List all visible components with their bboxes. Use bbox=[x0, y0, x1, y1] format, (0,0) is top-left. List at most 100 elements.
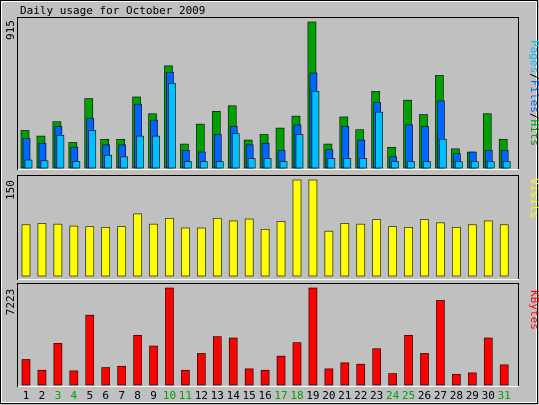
bar-pages-day-1 bbox=[24, 159, 33, 169]
bar-kbytes-day-28 bbox=[452, 373, 461, 386]
x-label-day-2: 2 bbox=[39, 389, 46, 402]
bar-visits-day-9 bbox=[149, 223, 158, 277]
bar-visits-day-15 bbox=[244, 218, 254, 277]
x-label-day-14: 14 bbox=[227, 389, 241, 402]
bar-visits-day-10 bbox=[165, 218, 174, 277]
bar-pages-day-8 bbox=[136, 135, 144, 169]
bar-kbytes-day-7 bbox=[117, 365, 126, 386]
bar-pages-day-10 bbox=[168, 83, 176, 169]
legend-top-part-2: Files bbox=[528, 80, 539, 113]
bar-pages-day-17 bbox=[279, 161, 288, 169]
bar-visits-day-22 bbox=[356, 223, 366, 277]
bar-kbytes-day-25 bbox=[404, 335, 413, 386]
bar-visits-day-17 bbox=[276, 221, 286, 277]
bar-kbytes-day-27 bbox=[436, 300, 445, 386]
bar-visits-day-6 bbox=[101, 227, 110, 277]
bar-visits-day-11 bbox=[181, 227, 190, 277]
x-label-day-18: 18 bbox=[290, 389, 303, 402]
panel-bottom-legend: KBytes bbox=[528, 290, 539, 330]
bar-visits-day-28 bbox=[452, 227, 461, 277]
bar-kbytes-day-13 bbox=[212, 336, 222, 386]
bar-visits-day-23 bbox=[372, 219, 381, 277]
x-label-day-31: 31 bbox=[498, 389, 511, 402]
x-label-day-16: 16 bbox=[258, 389, 271, 402]
bar-pages-day-20 bbox=[327, 158, 336, 169]
bar-kbytes-day-4 bbox=[69, 370, 79, 386]
bar-kbytes-day-23 bbox=[372, 348, 381, 386]
bar-kbytes-day-20 bbox=[324, 368, 334, 386]
bar-visits-day-12 bbox=[197, 227, 206, 277]
bar-pages-day-15 bbox=[247, 158, 256, 169]
bar-kbytes-day-12 bbox=[197, 353, 206, 386]
bar-pages-day-31 bbox=[502, 161, 511, 169]
x-label-day-9: 9 bbox=[150, 389, 157, 402]
bar-kbytes-day-9 bbox=[149, 345, 158, 386]
x-label-day-10: 10 bbox=[163, 389, 176, 402]
bar-pages-day-24 bbox=[391, 161, 399, 169]
x-label-day-7: 7 bbox=[118, 389, 125, 402]
bar-pages-day-18 bbox=[295, 134, 304, 169]
panel-middle-legend: Visits bbox=[528, 178, 539, 218]
bar-visits-day-5 bbox=[85, 226, 95, 277]
bar-visits-day-8 bbox=[133, 213, 142, 277]
chart-title: Daily usage for October 2009 bbox=[20, 4, 205, 17]
bar-visits-day-13 bbox=[212, 218, 222, 277]
bar-pages-day-23 bbox=[375, 111, 383, 169]
x-label-day-15: 15 bbox=[243, 389, 256, 402]
x-label-day-1: 1 bbox=[23, 389, 30, 402]
bar-pages-day-30 bbox=[486, 161, 495, 169]
bar-visits-day-4 bbox=[69, 225, 79, 277]
x-label-day-19: 19 bbox=[306, 389, 319, 402]
x-label-day-17: 17 bbox=[274, 389, 287, 402]
bar-kbytes-day-8 bbox=[133, 335, 142, 386]
x-label-day-6: 6 bbox=[102, 389, 109, 402]
bar-visits-day-2 bbox=[37, 223, 47, 277]
panel-top-ymax-label: 915 bbox=[4, 20, 17, 40]
bar-pages-day-4 bbox=[72, 161, 81, 169]
bar-visits-day-20 bbox=[324, 230, 334, 277]
bar-visits-day-16 bbox=[260, 228, 270, 277]
bar-visits-day-1 bbox=[21, 224, 31, 277]
bar-pages-day-25 bbox=[407, 161, 415, 169]
x-axis-day-labels: 1 2 3 4 5 6 7 8 9 10 11 12 13 14 15 16 17 18 19 20 21 22 23 24 2… bbox=[23, 389, 511, 402]
bar-kbytes-day-24 bbox=[388, 373, 397, 386]
bar-kbytes-day-29 bbox=[468, 372, 477, 386]
bar-visits-day-30 bbox=[483, 220, 493, 277]
x-label-day-5: 5 bbox=[86, 389, 93, 402]
x-label-day-13: 13 bbox=[211, 389, 224, 402]
panel-top-legend: Pages/Files/Hits bbox=[528, 40, 539, 146]
panel-middle-ymax-label: 150 bbox=[4, 180, 17, 200]
bar-visits-day-24 bbox=[388, 226, 397, 277]
x-label-day-8: 8 bbox=[134, 389, 141, 402]
bar-kbytes-day-6 bbox=[101, 367, 110, 386]
bar-kbytes-day-1 bbox=[21, 359, 31, 386]
bar-kbytes-day-15 bbox=[244, 368, 254, 386]
x-label-day-11: 11 bbox=[179, 389, 192, 402]
x-label-day-3: 3 bbox=[55, 389, 62, 402]
bar-visits-day-25 bbox=[404, 227, 413, 277]
bar-visits-day-29 bbox=[468, 224, 477, 277]
bar-pages-day-3 bbox=[56, 134, 65, 169]
bar-kbytes-day-19 bbox=[308, 287, 318, 386]
x-label-day-26: 26 bbox=[418, 389, 431, 402]
bar-kbytes-day-16 bbox=[260, 369, 270, 386]
bar-pages-day-26 bbox=[423, 161, 431, 169]
panel-kbytes: 7223 KBytes bbox=[4, 283, 539, 387]
bar-pages-day-12 bbox=[200, 161, 208, 169]
bar-pages-day-9 bbox=[152, 135, 160, 169]
panel-bottom-frame bbox=[17, 283, 519, 387]
bar-kbytes-day-14 bbox=[228, 337, 238, 386]
bar-kbytes-day-30 bbox=[483, 337, 493, 386]
legend-top-part-4: Hits bbox=[528, 120, 539, 147]
x-label-day-21: 21 bbox=[338, 389, 351, 402]
legend-top-part-3: / bbox=[528, 113, 539, 120]
legend-middle-part-0: Visits bbox=[528, 178, 539, 218]
x-label-day-20: 20 bbox=[322, 389, 335, 402]
bar-visits-day-21 bbox=[340, 223, 350, 277]
x-label-day-23: 23 bbox=[370, 389, 383, 402]
bar-pages-day-13 bbox=[215, 161, 224, 169]
bar-kbytes-day-18 bbox=[292, 342, 302, 386]
